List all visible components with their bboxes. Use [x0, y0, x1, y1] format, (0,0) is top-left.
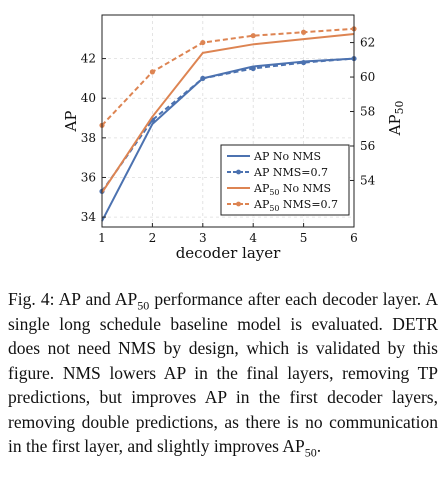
x-ticks: 1 2 3 4 5 6 — [98, 223, 358, 245]
right-y-tick-label: 56 — [360, 139, 375, 153]
x-tick-label: 6 — [350, 231, 358, 245]
series-4-point — [149, 69, 155, 75]
right-y-tick-label: 62 — [360, 36, 375, 50]
legend-marker-2 — [236, 169, 241, 175]
legend-label-4: AP50 NMS=0.7 — [253, 198, 338, 213]
series-4-point — [200, 39, 206, 46]
left-y-tick-label: 40 — [81, 91, 96, 105]
left-y-tick-label: 36 — [81, 170, 96, 184]
caption-text-2: performance after each decoder layer. A … — [8, 289, 438, 456]
right-y-tick-label: 58 — [360, 105, 375, 119]
left-y-tick-label: 38 — [81, 131, 96, 145]
x-tick-label: 1 — [98, 231, 106, 245]
legend-label-2: AP NMS=0.7 — [253, 166, 328, 179]
right-y-tick-label: 60 — [360, 70, 375, 84]
caption-text-3: . — [316, 436, 322, 456]
caption-text-1: AP and AP — [58, 289, 138, 309]
series-4-point — [250, 33, 256, 39]
x-tick-label: 3 — [199, 231, 207, 245]
right-y-ticks: 54 56 58 60 62 — [350, 36, 376, 187]
left-y-tick-label: 42 — [81, 52, 96, 66]
left-y-ticks: 34 36 38 40 42 — [81, 52, 106, 224]
x-tick-label: 2 — [149, 231, 157, 245]
caption-subscript-1: 50 — [137, 298, 150, 313]
legend-label-1: AP No NMS — [253, 150, 321, 163]
series-line-3 — [101, 32, 355, 194]
left-y-axis-label: AP — [62, 111, 80, 133]
x-tick-label: 5 — [300, 231, 308, 245]
series-2-point — [301, 59, 307, 66]
series-2-point — [250, 65, 256, 72]
left-y-tick-label: 34 — [81, 210, 97, 224]
series-line-2 — [101, 57, 355, 192]
x-axis-label: decoder layer — [176, 244, 281, 262]
legend-label-3: AP50 No NMS — [253, 182, 331, 197]
x-tick-label: 4 — [249, 231, 257, 245]
right-y-axis-label: AP50 — [386, 101, 406, 137]
series-2-point — [200, 75, 206, 82]
series-layer — [99, 26, 357, 222]
series-line-4 — [101, 27, 355, 126]
caption-fig-label: Fig. 4: — [8, 289, 55, 309]
legend-marker-4 — [236, 201, 241, 207]
right-y-tick-label: 54 — [360, 173, 376, 187]
figure-caption: Fig. 4: AP and AP50 performance after ea… — [8, 287, 438, 459]
series-4-point — [301, 29, 307, 35]
plot-frame — [101, 14, 355, 228]
caption-subscript-2: 50 — [304, 445, 317, 460]
